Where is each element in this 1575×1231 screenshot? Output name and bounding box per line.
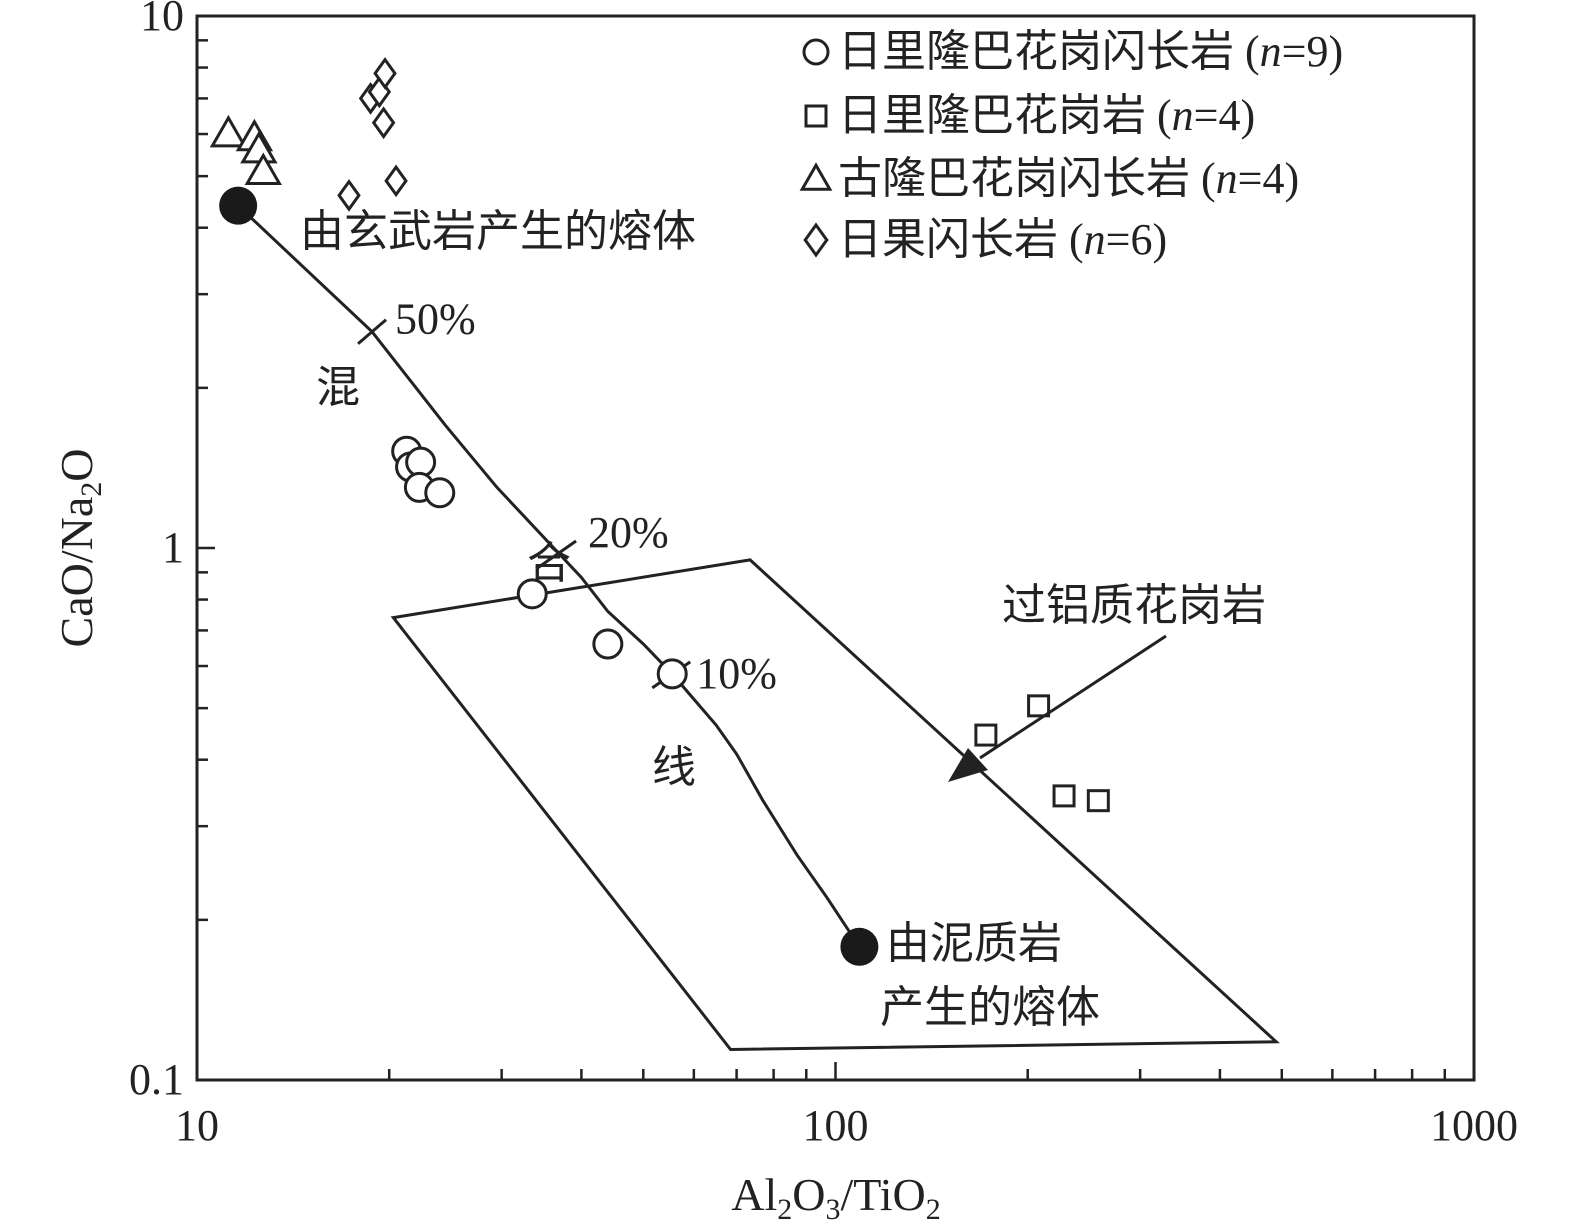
x-tick-label: 10	[175, 1101, 219, 1150]
y-tick-label: 0.1	[129, 1055, 184, 1104]
mixing-line-label-char: 混	[316, 363, 360, 412]
legend-label: 日果闪长岩 (n=6)	[838, 215, 1167, 264]
field-label: 过铝质花岗岩	[1002, 581, 1266, 630]
diamond-marker	[384, 164, 408, 198]
diamond-marker	[371, 106, 396, 140]
y-tick-label: 1	[162, 523, 184, 572]
peraluminous-granite-field	[390, 558, 1280, 1052]
diamond-marker	[337, 179, 361, 212]
field-layer	[390, 558, 1280, 1052]
legend-n-open: (	[1157, 91, 1172, 140]
basalt-melt-endmember	[219, 186, 258, 225]
diamond-marker	[803, 222, 829, 258]
circle-marker	[424, 477, 456, 509]
x-title-subscript: 3	[825, 1193, 840, 1226]
x-title-subscript: 2	[777, 1193, 792, 1226]
circle-marker	[802, 38, 830, 66]
y-axis-title: CaO/Na2O	[51, 449, 108, 648]
legend-n-open: (	[1069, 215, 1084, 264]
pelite-melt-label-line1: 由泥质岩	[886, 919, 1062, 968]
x-title-part: O	[792, 1169, 825, 1220]
triangle-marker	[799, 162, 833, 191]
circle-marker	[516, 578, 548, 610]
diamond-marker	[373, 57, 397, 90]
square-marker	[804, 104, 828, 128]
x-tick-label: 1000	[1430, 1101, 1518, 1150]
square-marker	[974, 723, 998, 747]
circle-marker	[656, 658, 688, 690]
legend-entry: 古隆巴花岗闪长岩 (n=4)	[799, 154, 1299, 203]
square-marker	[1052, 784, 1076, 808]
legend-n-value: =4)	[1238, 154, 1299, 203]
legend-n-var: n	[1216, 154, 1238, 203]
legend-label: 日里隆巴花岗岩 (n=4)	[838, 91, 1255, 140]
triangle-marker	[244, 152, 282, 185]
legend-entry: 日里隆巴花岗岩 (n=4)	[804, 91, 1255, 140]
basalt-melt-label: 由玄武岩产生的熔体	[300, 207, 696, 256]
circle-marker	[592, 628, 624, 660]
x-axis-title: Al2O3/TiO2	[731, 1169, 941, 1226]
pelite-melt-label-line2: 产生的熔体	[880, 983, 1100, 1032]
mixing-line-percent-label: 20%	[588, 508, 669, 557]
y-tick-label: 10	[140, 0, 184, 40]
y-title-part: O	[51, 449, 102, 482]
field-label-arrow-head	[948, 748, 988, 782]
legend-n-var: n	[1260, 27, 1282, 76]
mixing-line-label-char: 线	[652, 743, 696, 792]
legend-n-var: n	[1172, 91, 1194, 140]
points-layer	[209, 57, 1110, 966]
triangle-marker	[209, 114, 248, 148]
legend-n-var: n	[1084, 215, 1106, 264]
legend-n-value: =6)	[1106, 215, 1167, 264]
legend-entry: 日果闪长岩 (n=6)	[803, 215, 1167, 264]
mixing-line-percent-label: 10%	[696, 649, 777, 698]
legend-entry: 日里隆巴花岗闪长岩 (n=9)	[802, 27, 1343, 76]
x-tick-label: 100	[803, 1101, 869, 1150]
legend: 日里隆巴花岗闪长岩 (n=9) 日里隆巴花岗岩 (n=4) 古隆巴花岗闪长岩 (n=…	[799, 27, 1343, 264]
x-title-part: /TiO	[840, 1169, 925, 1220]
mixing-line-label-char: 合	[527, 539, 571, 588]
mixing-line-percent-label: 50%	[395, 295, 476, 344]
legend-label: 古隆巴花岗闪长岩 (n=4)	[838, 154, 1299, 203]
square-marker	[1086, 789, 1110, 813]
x-title-part: Al	[731, 1169, 777, 1220]
y-title-subscript: 2	[75, 482, 108, 497]
x-title-subscript: 2	[926, 1193, 941, 1226]
legend-n-open: (	[1245, 27, 1260, 76]
legend-n-value: =9)	[1282, 27, 1343, 76]
mixing-line-tick	[357, 318, 388, 345]
square-marker	[1027, 694, 1051, 718]
pelite-melt-endmember	[840, 927, 879, 966]
mixing-line-tick	[535, 539, 577, 571]
legend-n-value: =4)	[1194, 91, 1255, 140]
legend-n-open: (	[1201, 154, 1216, 203]
y-title-part: CaO/Na	[51, 497, 102, 648]
field-label-arrow-shaft	[979, 634, 1167, 760]
legend-label: 日里隆巴花岗闪长岩 (n=9)	[838, 27, 1343, 76]
